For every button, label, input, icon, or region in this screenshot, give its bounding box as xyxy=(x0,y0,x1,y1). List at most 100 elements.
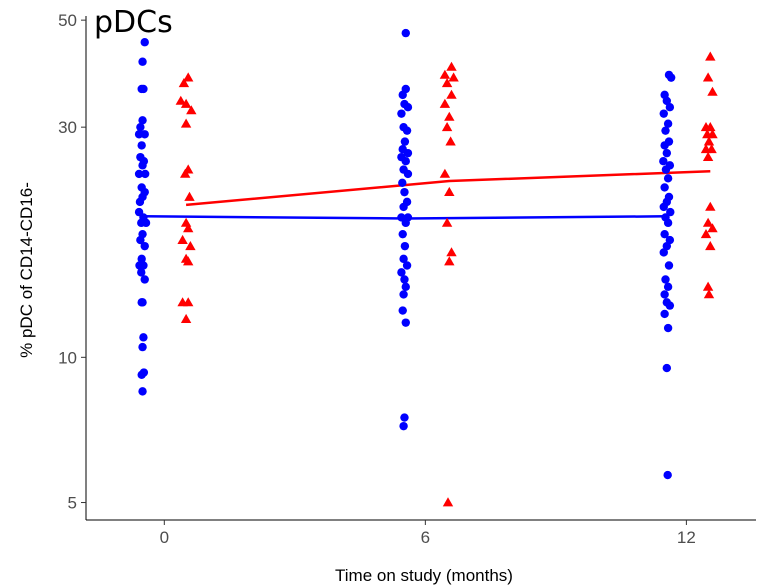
blue-circle-point xyxy=(660,290,669,299)
blue-circle-point xyxy=(401,157,410,166)
blue-circle-point xyxy=(400,137,410,146)
blue-circle-point xyxy=(401,282,410,292)
blue-circle-point xyxy=(663,119,673,128)
blue-circle-point xyxy=(662,148,672,158)
blue-circle-point xyxy=(136,122,145,132)
blue-circle-point xyxy=(137,370,146,379)
blue-circle-point xyxy=(660,183,669,192)
red-triangle-point xyxy=(442,497,454,507)
blue-circle-point xyxy=(140,169,150,179)
red-triangle-point xyxy=(439,168,451,178)
blue-circle-point xyxy=(138,387,147,396)
red-triangle-point xyxy=(703,289,715,299)
blue-circle-point xyxy=(661,126,670,135)
y-axis-title: % pDC of CD14-CD16- xyxy=(17,182,36,358)
blue-circle-point xyxy=(662,363,672,373)
blue-circle-point xyxy=(140,275,149,284)
blue-circle-point xyxy=(660,309,669,319)
blue-circle-point xyxy=(138,116,147,125)
red-triangle-point xyxy=(183,297,194,307)
blue-circle-point xyxy=(400,275,409,284)
red-triangle-point xyxy=(180,217,192,227)
red-triangle-point xyxy=(706,144,717,154)
red-triangle-point xyxy=(444,256,455,266)
red-triangle-point xyxy=(184,191,195,201)
blue-circle-point xyxy=(400,413,409,422)
red-triangle-point xyxy=(444,186,455,196)
y-tick-label: 5 xyxy=(68,494,77,513)
red-triangle-point xyxy=(448,72,459,82)
blue-circle-point xyxy=(660,229,669,239)
blue-circle-point xyxy=(402,261,412,270)
red-triangle-point xyxy=(702,217,714,227)
red-triangle-point xyxy=(178,78,190,88)
blue-circle-point xyxy=(663,470,672,480)
red-triangle-point xyxy=(446,61,457,71)
blue-circle-point xyxy=(397,109,406,118)
red-triangle-point xyxy=(702,151,714,161)
blue-circle-point xyxy=(401,28,410,38)
data-points xyxy=(134,28,718,507)
blue-circle-point xyxy=(402,126,412,135)
blue-circle-point xyxy=(399,254,408,264)
blue-circle-point xyxy=(666,73,676,82)
red-triangle-point xyxy=(702,281,714,291)
blue-circle-point xyxy=(664,261,674,270)
red-triangle-point xyxy=(705,51,716,61)
red-triangle-point xyxy=(441,217,453,227)
blue-circle-point xyxy=(400,241,410,251)
blue-circle-point xyxy=(663,282,673,292)
blue-circle-point xyxy=(138,342,147,352)
red-triangle-point xyxy=(700,229,712,239)
blue-circle-point xyxy=(399,421,408,431)
x-tick-label: 6 xyxy=(421,528,430,547)
red-triangle-point xyxy=(439,98,451,108)
red-triangle-point xyxy=(446,247,457,257)
blue-circle-point xyxy=(661,165,671,174)
blue-circle-point xyxy=(659,248,668,257)
blue-circle-point xyxy=(137,298,146,307)
x-tick-label: 12 xyxy=(677,528,696,547)
blue-circle-point xyxy=(401,318,410,327)
blue-circle-point xyxy=(659,109,668,118)
blue-circle-point xyxy=(137,141,146,150)
red-triangle-point xyxy=(180,98,192,108)
red-triangle-point xyxy=(439,69,451,79)
axes xyxy=(85,16,756,521)
red-triangle-point xyxy=(186,105,197,115)
red-triangle-point xyxy=(707,223,718,233)
blue-circle-point xyxy=(139,84,148,94)
blue-circle-point xyxy=(662,96,672,106)
blue-circle-point xyxy=(663,174,673,183)
red-triangle-point xyxy=(705,122,716,132)
blue-circle-point xyxy=(400,187,409,197)
x-ticks: 0 6 12 xyxy=(160,520,696,547)
blue-circle-point xyxy=(139,261,148,270)
trend-lines xyxy=(142,170,711,220)
red-triangle-point xyxy=(446,89,457,99)
red-triangle-point xyxy=(180,168,191,178)
blue-circle-point xyxy=(663,218,673,228)
red-triangle-point xyxy=(705,241,716,251)
blue-circle-point xyxy=(663,323,673,333)
red-triangle-point xyxy=(183,256,194,266)
blue-circle-point xyxy=(140,241,149,251)
y-tick-label: 10 xyxy=(58,348,77,367)
blue-circle-point xyxy=(403,169,413,179)
red-triangle-point xyxy=(183,72,194,82)
blue-circle-point xyxy=(141,218,151,228)
blue-circle-point xyxy=(399,202,408,212)
red-triangle-point xyxy=(185,241,196,251)
blue-circle-point xyxy=(138,161,147,170)
red-triangle-point xyxy=(441,122,453,132)
blue-circle-point xyxy=(398,90,407,100)
blue-circle-point xyxy=(397,268,406,277)
red-triangle-point xyxy=(180,313,192,323)
red-triangle-point xyxy=(703,136,715,146)
red-triangle-point xyxy=(702,72,714,82)
blue-circle-point xyxy=(138,57,147,66)
blue-circle-point xyxy=(665,102,675,112)
blue-circle-point xyxy=(139,333,148,342)
x-axis-title: Time on study (months) xyxy=(335,566,513,585)
